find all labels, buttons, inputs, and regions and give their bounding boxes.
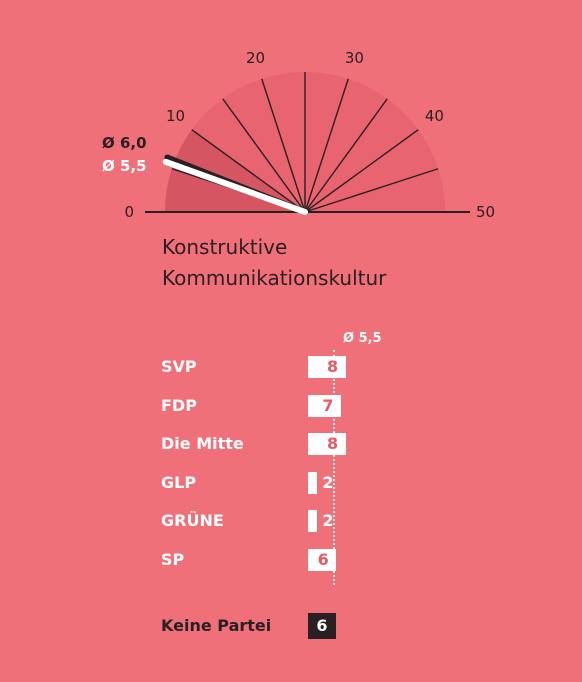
party-row: SP 6 bbox=[0, 548, 582, 573]
gauge-spoke-10 bbox=[191, 129, 306, 213]
gauge-spoke-35 bbox=[304, 98, 388, 213]
party-bar bbox=[308, 471, 318, 494]
chart-title-line-1: Konstruktive bbox=[162, 235, 288, 259]
no-party-label: Keine Partei bbox=[161, 616, 272, 635]
party-label: GLP bbox=[161, 472, 197, 492]
no-party-value: 6 bbox=[316, 616, 328, 635]
party-value: 7 bbox=[322, 395, 334, 415]
gauge-tick-40: 40 bbox=[425, 107, 444, 125]
gauge-spoke-15 bbox=[222, 98, 306, 213]
gauge-tick-0: 0 bbox=[124, 203, 134, 221]
gauge-spoke-30 bbox=[304, 78, 349, 213]
party-bar bbox=[308, 433, 346, 455]
party-row: Die Mitte 8 bbox=[0, 433, 582, 457]
party-label: GRÜNE bbox=[161, 511, 224, 530]
party-label: SP bbox=[161, 549, 185, 569]
average-line bbox=[333, 350, 335, 585]
party-value: 8 bbox=[327, 434, 339, 453]
average-label: Ø 5,5 bbox=[343, 331, 382, 346]
gauge-tick-20: 20 bbox=[246, 49, 265, 67]
party-bar bbox=[308, 356, 346, 378]
party-label: SVP bbox=[161, 357, 197, 376]
party-bar bbox=[308, 548, 337, 571]
chart-title-line-2: Kommunikationskultur bbox=[162, 266, 387, 290]
party-value: 6 bbox=[317, 549, 329, 569]
gauge-spoke-20 bbox=[261, 78, 306, 213]
gauge-tick-30: 30 bbox=[345, 49, 364, 67]
avg-label-parties: Ø 5,5 bbox=[102, 157, 147, 175]
party-label: FDP bbox=[161, 395, 197, 415]
gauge-needle-2 bbox=[162, 158, 308, 215]
party-row: GLP 2 bbox=[0, 471, 582, 496]
party-row: GRÜNE 2 bbox=[0, 510, 582, 534]
party-bar bbox=[308, 394, 341, 417]
avg-label-overall: Ø 6,0 bbox=[102, 134, 147, 152]
party-row: FDP 7 bbox=[0, 394, 582, 419]
party-value: 8 bbox=[327, 357, 339, 376]
party-bar bbox=[308, 510, 318, 532]
chart-title: Konstruktive Kommunikationskultur bbox=[162, 232, 386, 294]
party-label: Die Mitte bbox=[161, 434, 244, 453]
gauge-tick-10: 10 bbox=[166, 107, 185, 125]
gauge-tick-50: 50 bbox=[476, 203, 495, 221]
party-value: 2 bbox=[322, 472, 334, 492]
gauge-spoke-40 bbox=[304, 129, 419, 213]
no-party-bar bbox=[308, 613, 336, 639]
gauge-shaded-sector bbox=[165, 129, 305, 212]
gauge-chart: 0 10 20 30 40 50 Ø 6,0 Ø 5,5 bbox=[102, 49, 495, 221]
party-value: 2 bbox=[322, 511, 334, 530]
gauge-spoke-45 bbox=[304, 168, 439, 213]
party-row: SVP 8 bbox=[0, 356, 582, 380]
